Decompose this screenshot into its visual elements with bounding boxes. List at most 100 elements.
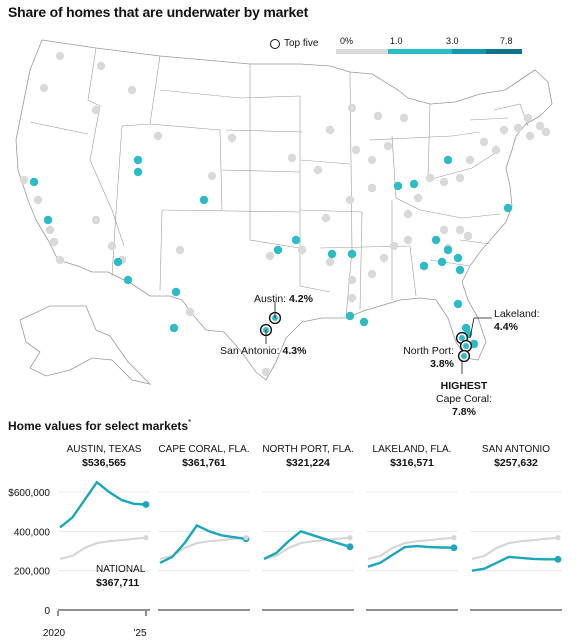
san-antonio-name: San Antonio: — [220, 345, 280, 357]
san-antonio-value: 4.3% — [282, 345, 307, 357]
map-dot — [347, 103, 357, 113]
panel-name: NORTH PORT, FLA. — [262, 444, 353, 455]
panel-name: AUSTIN, TEXAS — [67, 444, 142, 455]
map-dot — [273, 245, 283, 255]
lakeland-name: Lakeland: — [494, 308, 540, 320]
map-dot — [43, 215, 53, 225]
scale-label-2: 3.0 — [446, 36, 459, 46]
map-dot — [541, 127, 551, 137]
market-line — [159, 523, 247, 564]
map-dot — [199, 195, 209, 205]
y-tick-label: 400,000 — [14, 527, 51, 538]
map-dot — [491, 145, 501, 155]
map-dot — [325, 257, 335, 267]
map-dot — [347, 249, 357, 259]
map-dot — [499, 125, 509, 135]
market-line — [263, 529, 351, 560]
map-dot — [513, 123, 523, 133]
label-austin: Austin: 4.2% — [254, 293, 313, 306]
x-tick-label: '25 — [133, 628, 146, 639]
map-dot — [345, 311, 355, 321]
map-dot — [453, 299, 463, 309]
label-north-port: North Port: 3.8% — [382, 345, 454, 371]
map-dot — [373, 111, 383, 121]
top-five-label: Top five — [284, 38, 319, 49]
map-dot — [171, 287, 181, 297]
national-end-point — [347, 535, 353, 541]
national-end-point — [243, 535, 249, 541]
y-tick-label: 200,000 — [14, 567, 51, 578]
map-dot — [133, 167, 143, 177]
map-dot — [351, 145, 361, 155]
alaska-outline — [19, 305, 152, 385]
us-map — [15, 39, 553, 385]
panel-value: $321,224 — [286, 457, 330, 469]
map-dot — [207, 171, 217, 181]
map-dot — [453, 253, 463, 263]
map-dot — [403, 235, 413, 245]
end-point — [554, 555, 562, 563]
map-dot — [185, 307, 195, 317]
market-line — [59, 480, 147, 529]
panel-value: $257,632 — [494, 457, 538, 469]
small-multiples-chart: $600,000 400,000 200,000 0 AUSTIN, TEXAS $536… — [8, 444, 562, 639]
map-dot — [287, 153, 297, 163]
national-label: NATIONAL — [96, 564, 146, 575]
map-dot — [39, 83, 49, 93]
map-dot — [443, 245, 453, 255]
map-dot — [33, 195, 43, 205]
map-dot — [347, 275, 357, 285]
map-dot — [107, 241, 117, 251]
map-dot — [91, 105, 101, 115]
map-dot — [325, 125, 335, 135]
map-dot — [367, 269, 377, 279]
map-dot — [367, 155, 377, 165]
national-end-point — [451, 535, 457, 541]
map-dot — [389, 241, 399, 251]
map-dot — [455, 225, 465, 235]
market-line — [471, 555, 558, 572]
national-line — [59, 536, 147, 560]
map-dot — [443, 155, 453, 165]
map-dot — [455, 173, 465, 183]
map-dot — [431, 235, 441, 245]
map-dot — [413, 193, 423, 203]
cape-coral-highest: HIGHEST — [440, 380, 488, 392]
map-dot — [29, 177, 39, 187]
map-dot — [297, 245, 307, 255]
map-dot — [45, 225, 55, 235]
panel-value: $536,565 — [82, 457, 126, 469]
map-dot — [455, 265, 465, 275]
y-tick-label: 0 — [44, 606, 50, 617]
panel-value: $316,571 — [390, 457, 434, 469]
map-dot — [367, 183, 377, 193]
panel-name: LAKELAND, FLA. — [373, 444, 452, 455]
scale-swatch-3 — [486, 49, 522, 54]
national-value: $367,711 — [96, 577, 139, 589]
panel-value: $361,761 — [182, 457, 226, 469]
map-dot — [347, 293, 357, 303]
cape-coral-name: Cape Coral: — [435, 393, 493, 405]
map-dot — [465, 155, 475, 165]
top-five-marker-fill — [461, 353, 467, 359]
subtitle-footnote-mark: * — [188, 418, 192, 427]
map-dot — [175, 245, 185, 255]
map-dot — [419, 261, 429, 271]
map-dot — [55, 255, 65, 265]
north-port-value: 3.8% — [430, 358, 454, 370]
end-point — [142, 501, 150, 508]
national-line — [367, 536, 455, 560]
map-dot — [49, 237, 59, 247]
north-port-name: North Port: — [403, 345, 454, 357]
national-line — [263, 536, 351, 560]
subtitle-text: Home values for select markets — [8, 419, 189, 433]
map-dot — [96, 61, 106, 71]
scale-label-0: 0% — [340, 36, 354, 46]
map-dot — [313, 165, 323, 175]
map-dot — [327, 249, 337, 259]
panel-name: CAPE CORAL, FLA. — [158, 444, 249, 455]
map-dot — [437, 257, 447, 267]
map-dot — [439, 225, 449, 235]
scale-swatch-1 — [388, 49, 452, 54]
top-five-marker-fill — [463, 343, 469, 349]
